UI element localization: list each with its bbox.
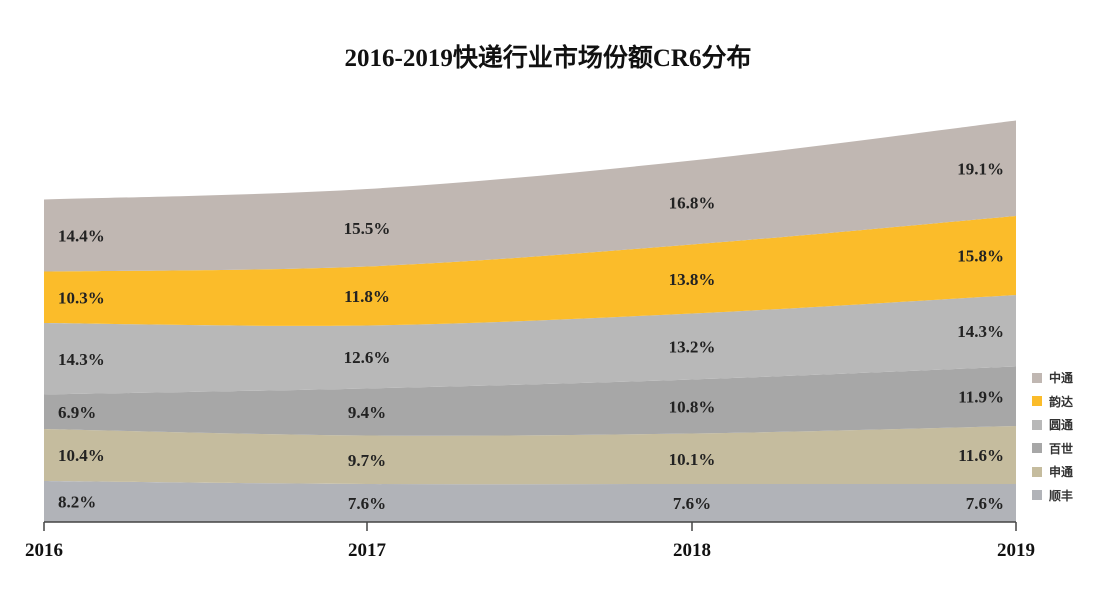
area-6 (44, 120, 1016, 272)
legend-item: 顺丰 (1032, 484, 1073, 508)
data-label: 9.7% (348, 451, 386, 470)
legend-label: 中通 (1049, 371, 1074, 386)
data-label: 15.5% (344, 219, 391, 238)
legend-item: 韵达 (1032, 390, 1073, 414)
legend-swatch (1032, 443, 1042, 454)
area-2 (44, 426, 1016, 485)
data-label: 10.4% (58, 446, 105, 465)
data-label: 19.1% (957, 159, 1004, 178)
data-label: 10.3% (58, 288, 105, 307)
data-label: 7.6% (966, 494, 1004, 513)
data-label: 13.2% (669, 338, 716, 357)
legend-item: 圆通 (1032, 413, 1073, 437)
data-label: 12.6% (344, 348, 391, 367)
legend-item: 申通 (1032, 460, 1073, 484)
data-label: 11.6% (958, 446, 1004, 465)
legend-swatch (1032, 490, 1042, 501)
data-label: 16.8% (669, 194, 716, 213)
data-label: 14.4% (58, 227, 105, 246)
legend-swatch (1032, 466, 1042, 477)
data-label: 7.6% (673, 494, 711, 513)
x-tick-label: 2017 (348, 540, 387, 561)
area-1 (44, 481, 1016, 522)
legend-swatch (1032, 419, 1042, 430)
data-label: 10.8% (669, 398, 716, 417)
area-3 (44, 366, 1016, 436)
area-5 (44, 216, 1016, 326)
data-label: 14.3% (58, 350, 105, 369)
data-label: 6.9% (58, 403, 96, 422)
chart-title: 2016-2019快递行业市场份额CR6分布 (344, 45, 752, 72)
legend-label: 申通 (1049, 465, 1074, 480)
data-label: 11.8% (344, 287, 390, 306)
legend-label: 韵达 (1049, 394, 1074, 409)
legend-label: 顺丰 (1049, 488, 1074, 503)
x-tick-label: 2019 (997, 540, 1035, 561)
legend-label: 圆通 (1049, 418, 1074, 433)
legend-swatch (1032, 396, 1042, 407)
x-tick-label: 2018 (673, 540, 711, 561)
data-label: 11.9% (958, 387, 1004, 406)
data-label: 8.2% (58, 493, 96, 512)
data-label: 14.3% (957, 322, 1004, 341)
legend-swatch (1032, 372, 1042, 383)
legend: 中通韵达圆通百世申通顺丰 (1032, 366, 1073, 507)
legend-item: 中通 (1032, 366, 1073, 390)
data-label: 15.8% (957, 247, 1004, 266)
legend-item: 百世 (1032, 437, 1073, 461)
legend-label: 百世 (1049, 441, 1074, 456)
data-label: 7.6% (348, 494, 386, 513)
data-label: 10.1% (669, 450, 716, 469)
area-4 (44, 295, 1016, 395)
x-tick-label: 2016 (25, 540, 63, 561)
data-label: 13.8% (669, 270, 716, 289)
data-label: 9.4% (348, 403, 386, 422)
